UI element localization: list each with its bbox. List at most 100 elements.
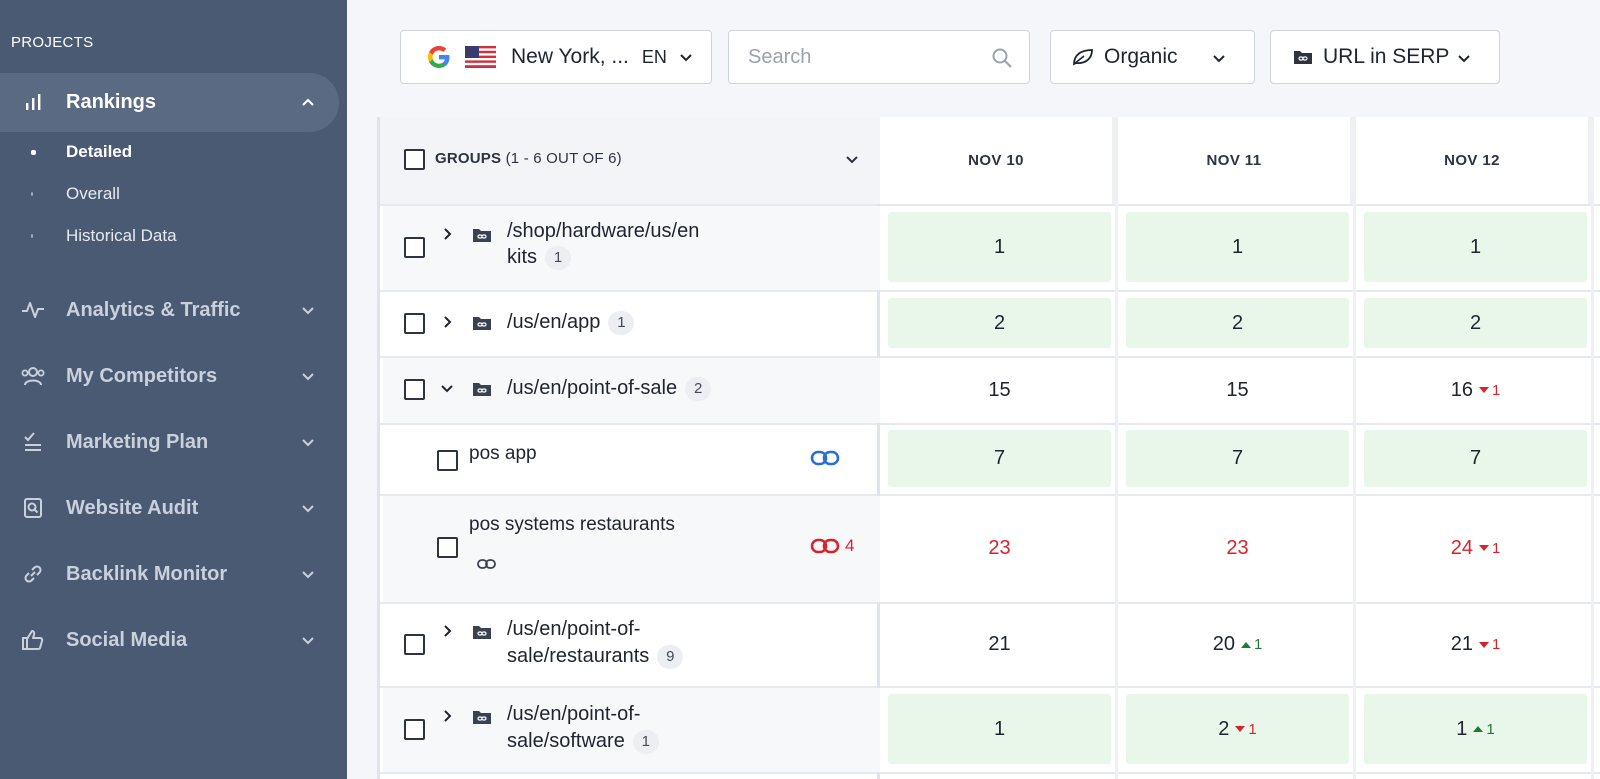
chevron-down-icon[interactable] xyxy=(300,368,316,384)
group-url-wrap: /us/en/app 1 xyxy=(507,309,635,335)
row-checkbox[interactable] xyxy=(404,313,425,334)
sub-item-historical-data[interactable]: Historical Data xyxy=(0,221,339,251)
group-url-line2: kits xyxy=(507,246,537,268)
rank-delta: 1 xyxy=(1235,720,1257,738)
folder-link-icon xyxy=(472,709,492,725)
nav-website-audit[interactable]: Website Audit xyxy=(0,488,339,528)
search-box[interactable] xyxy=(728,30,1030,84)
date-header-nov-10[interactable]: NOV 10 xyxy=(880,117,1115,204)
audit-icon xyxy=(20,495,46,521)
nav-rankings-label: Rankings xyxy=(66,90,157,113)
chevron-down-icon[interactable] xyxy=(300,434,316,450)
small-link-icon xyxy=(477,558,497,570)
keyword-count-badge: 2 xyxy=(685,376,712,401)
row-checkbox[interactable] xyxy=(437,537,458,558)
rank-value: 20 xyxy=(1212,633,1235,655)
active-nav-highlight xyxy=(0,73,339,132)
rank-delta-value: 1 xyxy=(1248,720,1257,738)
nav-social-media[interactable]: Social Media xyxy=(0,620,339,660)
row-checkbox[interactable] xyxy=(437,450,458,471)
folder-link-icon xyxy=(472,227,492,243)
chevron-right-icon[interactable] xyxy=(440,624,454,638)
view-mode-dropdown[interactable]: URL in SERP xyxy=(1270,30,1500,84)
chevron-down-icon[interactable] xyxy=(300,302,316,318)
chevron-right-icon[interactable] xyxy=(440,709,454,723)
up-arrow-icon xyxy=(1473,726,1484,732)
rank-cell: 1 xyxy=(1364,212,1587,282)
thumbs-up-icon xyxy=(20,627,46,653)
group-url-cont: kits 1 xyxy=(507,244,571,270)
date-header-nov-12[interactable]: NOV 12 xyxy=(1356,117,1591,204)
sidebar: PROJECTS Rankings Detailed Overall Histo… xyxy=(0,0,347,779)
group-url[interactable]: /us/en/point-of- xyxy=(507,618,641,640)
row-divider xyxy=(377,423,1600,425)
group-url[interactable]: /us/en/point-of- xyxy=(507,703,641,725)
chevron-down-icon xyxy=(1457,51,1471,65)
search-icon[interactable] xyxy=(991,47,1013,69)
search-type-dropdown[interactable]: Organic xyxy=(1050,30,1255,84)
row-checkbox[interactable] xyxy=(404,719,425,740)
group-url[interactable]: /shop/hardware/us/en xyxy=(507,220,700,242)
nav-marketing-plan[interactable]: Marketing Plan xyxy=(0,422,339,462)
bullet-icon xyxy=(31,234,33,238)
rank-value: 21 xyxy=(1450,633,1473,655)
search-type-label: Organic xyxy=(1104,45,1178,68)
rank-cell: 16 1 xyxy=(1364,364,1587,416)
row-background xyxy=(383,496,880,602)
rank-value: 16 xyxy=(1450,378,1473,401)
nav-label: Website Audit xyxy=(66,496,199,519)
chevron-up-icon[interactable] xyxy=(300,94,316,110)
row-checkbox[interactable] xyxy=(404,634,425,655)
broken-link-icon[interactable] xyxy=(810,537,840,555)
chevron-down-icon[interactable] xyxy=(300,566,316,582)
group-url[interactable]: /us/en/point-of-sale xyxy=(507,377,678,399)
rank-delta: 1 xyxy=(1478,636,1501,653)
group-url-wrap: /us/en/point-of-sale 2 xyxy=(507,375,712,401)
rank-value: 1 xyxy=(1456,717,1468,740)
nav-backlink-monitor[interactable]: Backlink Monitor xyxy=(0,554,339,594)
row-checkbox[interactable] xyxy=(404,237,425,258)
chevron-right-icon[interactable] xyxy=(440,315,454,329)
rank-cell: 1 xyxy=(1126,212,1349,282)
nav-rankings[interactable]: Rankings xyxy=(0,82,339,122)
sub-item-overall[interactable]: Overall xyxy=(0,179,339,209)
chevron-down-icon[interactable] xyxy=(440,381,454,395)
row-divider xyxy=(377,290,1600,292)
sub-item-label: Detailed xyxy=(66,142,133,161)
location-selector[interactable]: New York, ... EN xyxy=(400,30,712,84)
google-logo-icon xyxy=(426,44,452,70)
rank-cell: 15 xyxy=(988,378,1011,401)
keyword-text[interactable]: pos app xyxy=(469,443,537,464)
view-mode-label: URL in SERP xyxy=(1323,45,1450,68)
rank-cell: 21 xyxy=(988,633,1011,655)
rank-delta: 1 xyxy=(1240,636,1262,653)
rank-cell: 23 xyxy=(1226,536,1249,559)
bullet-icon xyxy=(31,192,33,196)
group-url[interactable]: /us/en/app xyxy=(507,311,601,333)
groups-header: GROUPS (1 - 6 OUT OF 6) xyxy=(380,117,880,204)
search-input[interactable] xyxy=(748,45,988,69)
chevron-down-icon[interactable] xyxy=(845,152,859,166)
nav-analytics-traffic[interactable]: Analytics & Traffic xyxy=(0,290,339,330)
keyword-count-badge: 1 xyxy=(545,245,571,270)
nav-my-competitors[interactable]: My Competitors xyxy=(0,356,339,396)
row-background xyxy=(383,358,880,423)
sub-item-detailed[interactable]: Detailed xyxy=(0,137,339,167)
rank-delta: 1 xyxy=(1478,382,1500,399)
date-header-nov-11[interactable]: NOV 11 xyxy=(1118,117,1353,204)
select-all-checkbox[interactable] xyxy=(404,149,425,170)
keyword-text[interactable]: pos systems restaurants xyxy=(469,514,675,535)
row-checkbox[interactable] xyxy=(404,379,425,400)
us-flag-icon xyxy=(465,46,496,68)
rank-value: 2 xyxy=(1218,717,1230,740)
rank-cell: 24 1 xyxy=(1364,502,1587,594)
rank-delta-value: 1 xyxy=(1491,636,1501,653)
rank-delta-value: 1 xyxy=(1491,539,1501,557)
chevron-right-icon[interactable] xyxy=(440,227,454,241)
link-icon[interactable] xyxy=(810,449,840,467)
rank-delta-value: 1 xyxy=(1486,720,1495,738)
chevron-down-icon[interactable] xyxy=(300,632,316,648)
chevron-down-icon[interactable] xyxy=(300,500,316,516)
